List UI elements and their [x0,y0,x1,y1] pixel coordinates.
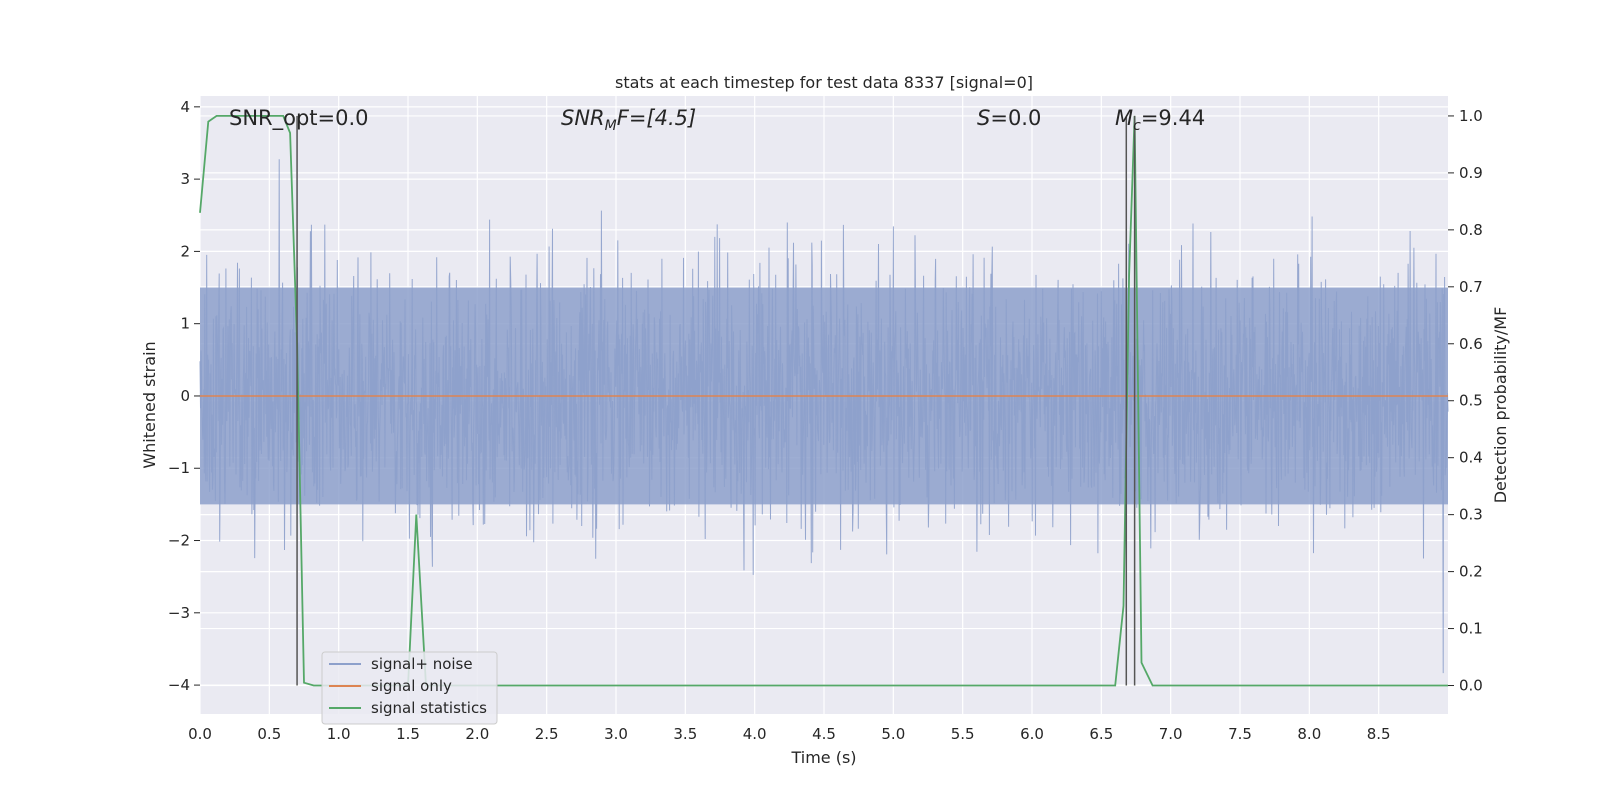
annotation-mc: Mc=9.44 [1115,106,1205,134]
ticks: 0.0 0.5 1.0 1.5 2.0 2.5 3.0 3.5 4.0 4.5 5.0 5.5 6.0 6… [168,98,1483,743]
y-axis-label-left: Whitened strain [140,341,159,468]
annotation-s-main: S [977,106,990,130]
x-tick-label: 2.5 [535,725,559,743]
legend-label-signal-statistics: signal statistics [371,699,487,717]
x-tick-label: 4.5 [812,725,836,743]
x-tick-label: 4.0 [743,725,767,743]
y-tick-label-left: 2 [180,242,190,260]
series-lines [199,115,1448,687]
annotation-snr-mf-sub: M [605,118,617,134]
series-signal-noise [199,159,1449,674]
x-tick-label: 3.0 [604,725,628,743]
x-tick-label: 1.0 [327,725,351,743]
annotation-snr-mf-main: SNR [561,106,605,130]
y-tick-label-left: 3 [180,170,190,188]
y-tick-label-left: −2 [168,532,190,550]
y-tick-label-right: 0.9 [1459,164,1483,182]
y-tick-label-left: −4 [168,676,190,694]
annotation-mc-sub: c [1133,118,1141,134]
annotation-mc-main: M [1115,106,1133,130]
annotation-s-tail: =0.0 [990,106,1041,130]
y-tick-label-right: 0.8 [1459,221,1483,239]
y-tick-label-left: −1 [168,459,190,477]
y-tick-label-right: 0.3 [1459,506,1483,524]
annotation-mc-tail: =9.44 [1141,106,1205,130]
y-tick-label-left: 1 [180,315,190,333]
x-tick-label: 0.5 [257,725,281,743]
x-tick-label: 0.0 [188,725,212,743]
y-tick-label-right: 0.0 [1459,677,1483,695]
y-tick-label-left: −3 [168,604,190,622]
y-tick-label-right: 1.0 [1459,107,1483,125]
y-tick-label-left: 4 [180,98,190,116]
x-tick-label: 7.0 [1159,725,1183,743]
x-tick-label: 3.5 [673,725,697,743]
y-tick-label-right: 0.6 [1459,335,1483,353]
y-tick-label-right: 0.5 [1459,392,1483,410]
x-tick-label: 6.0 [1020,725,1044,743]
x-tick-label: 8.5 [1367,725,1391,743]
legend-label-signal-only: signal only [371,677,452,695]
x-tick-label: 5.5 [951,725,975,743]
legend-label-signal-noise: signal+ noise [371,655,473,673]
y-tick-label-left: 0 [180,387,190,405]
vertical-markers [296,115,1136,686]
annotation-s: S=0.0 [977,106,1041,130]
y-tick-label-right: 0.4 [1459,449,1483,467]
annotation-snr-opt: SNR_opt=0.0 [229,106,369,131]
y-tick-label-right: 0.7 [1459,278,1483,296]
y-tick-label-right: 0.1 [1459,620,1483,638]
chart-title: stats at each timestep for test data 833… [615,73,1033,92]
legend-box [321,651,498,725]
x-tick-label: 8.0 [1297,725,1321,743]
x-tick-label: 2.0 [465,725,489,743]
y-tick-label-right: 0.2 [1459,563,1483,581]
annotation-snr-mf: SNRMF=[4.5] [561,106,696,134]
x-tick-label: 6.5 [1089,725,1113,743]
annotation-snr-mf-tail: F=[4.5] [617,106,696,130]
x-axis-label: Time (s) [790,748,856,767]
x-tick-label: 5.0 [881,725,905,743]
x-tick-label: 1.5 [396,725,420,743]
legend: signal+ noise signal only signal statist… [321,651,498,725]
series-signal-statistics [199,115,1448,687]
y-axis-label-right: Detection probability/MF [1491,307,1510,504]
x-tick-label: 7.5 [1228,725,1252,743]
